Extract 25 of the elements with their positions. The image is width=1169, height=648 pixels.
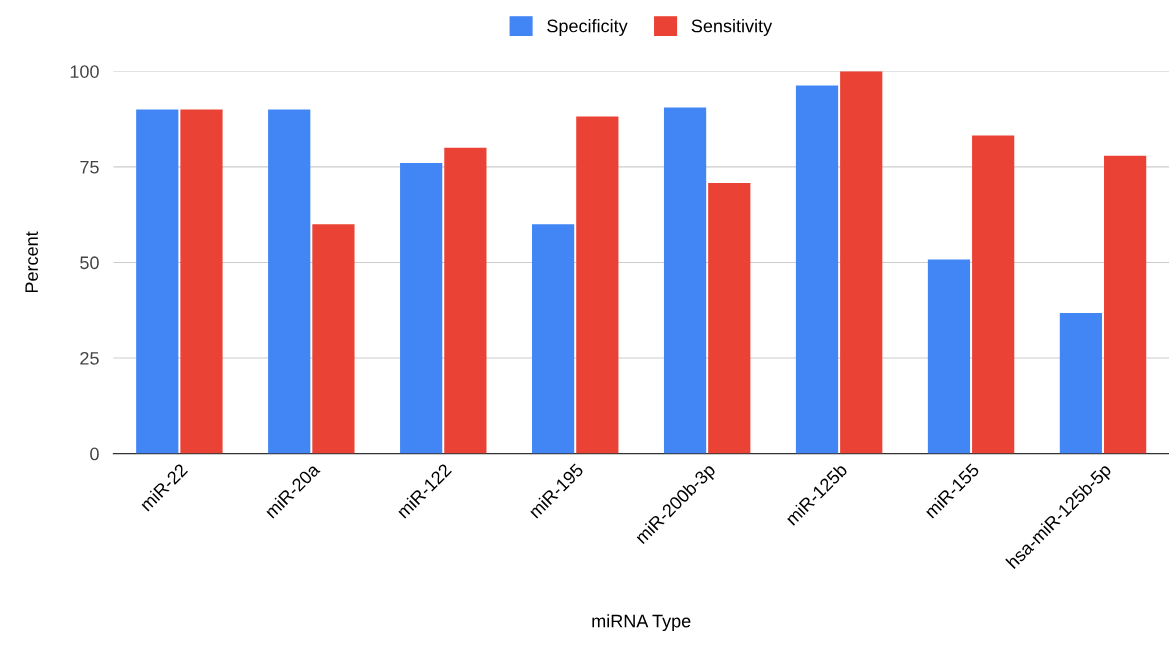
bar xyxy=(312,224,355,454)
y-tick-label: 75 xyxy=(80,160,99,174)
y-tick-label: 0 xyxy=(90,447,99,461)
bar xyxy=(444,147,487,454)
bar xyxy=(1104,155,1147,454)
y-tick-label: 25 xyxy=(80,351,99,365)
bar xyxy=(268,109,311,454)
bar xyxy=(840,71,883,454)
bar xyxy=(180,109,223,454)
bar xyxy=(663,107,707,454)
bar xyxy=(1059,312,1103,454)
x-axis-title: miRNA Type xyxy=(592,614,691,632)
y-axis-title: Percent xyxy=(25,231,39,293)
y-tick-label: 50 xyxy=(80,256,99,270)
bar xyxy=(136,109,179,454)
legend-label: Specificity xyxy=(547,19,628,36)
bar xyxy=(972,135,1015,454)
y-tick-label: 100 xyxy=(70,65,99,78)
bar xyxy=(532,224,575,454)
bar xyxy=(400,163,443,454)
bar xyxy=(708,182,751,454)
legend-label: Sensitivity xyxy=(691,19,773,36)
bar xyxy=(576,116,619,454)
bar xyxy=(795,85,839,454)
bar xyxy=(927,259,971,454)
